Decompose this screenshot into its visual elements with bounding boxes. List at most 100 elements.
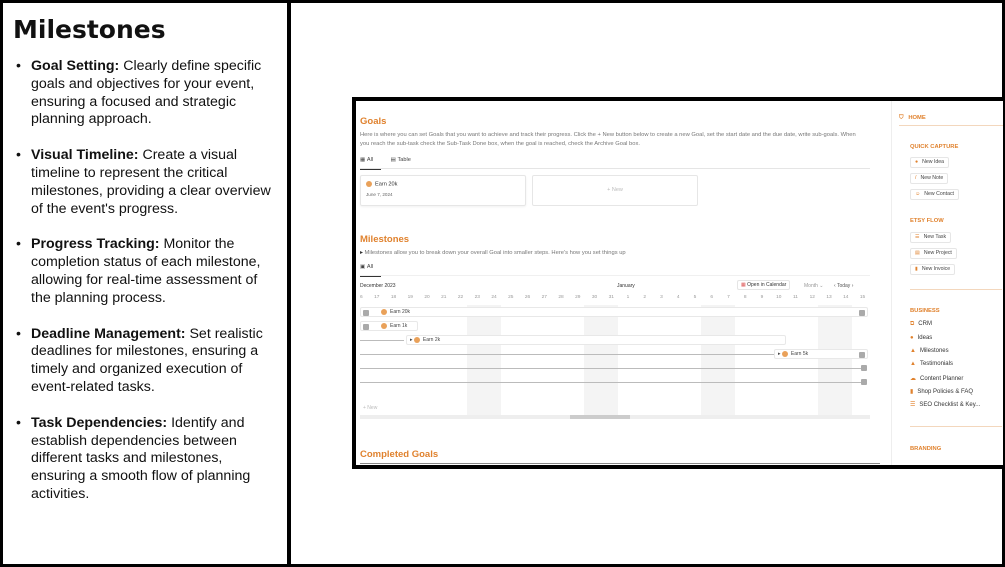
day-label: 2 [643,295,647,300]
sidebar-item-shop-policies[interactable]: ▮ Shop Policies & FAQ [910,389,974,395]
day-label: 1 [626,295,630,300]
day-label: 19 [407,295,413,300]
day-label: 14 [843,295,849,300]
lightbulb-icon: ● [910,335,914,341]
day-label: 24 [491,295,497,300]
day-label: 29 [575,295,581,300]
list-item: Goal Setting: Clearly define specific go… [13,58,277,129]
day-label: 31 [608,295,614,300]
lightbulb-icon: ● [915,159,919,165]
milestone-bar[interactable]: ▸ Earn 5k [774,349,868,359]
item-text: Create a visual timeline to represent th… [31,147,271,217]
section-quick-capture: QUICK CAPTURE [910,144,959,150]
goals-tabs: ▦ All ▤ Table [360,157,870,170]
milestone-bar[interactable]: ▸ Earn 2k [406,335,786,345]
main-content: Goals Here is where you can set Goals th… [360,101,880,465]
day-label: 18 [390,295,397,300]
project-icon: ▤ [915,250,920,256]
sidebar-item-ideas[interactable]: ● Ideas [910,335,933,341]
goal-date: June 7, 2024 [366,192,393,198]
tab-table[interactable]: ▤ Table [390,157,411,163]
book-icon: ▮ [910,389,914,395]
section-etsy-flow: ETSY FLOW [910,218,944,224]
checklist-icon: ☰ [910,402,916,408]
bookmark-icon: ⛉ [899,115,904,121]
day-label: 10 [776,295,782,300]
day-label: 15 [859,295,866,300]
day-label: 9 [760,295,764,300]
open-in-calendar-button[interactable]: ▦ Open in Calendar [737,280,791,290]
goals-heading: Goals [360,116,387,127]
day-label: 4 [676,295,680,300]
sidebar-item-content-planner[interactable]: ☁ Content Planner [910,376,964,382]
day-label: 6 [710,295,714,300]
new-contact-button[interactable]: ☺ New Contact [910,189,959,200]
horizontal-scrollbar[interactable] [360,415,870,419]
panel-title: Milestones [13,15,166,44]
month-label: December 2023 [360,283,396,289]
section-branding: BRANDING [910,446,942,452]
mountain-icon: ▲ [910,348,916,354]
list-item: Visual Timeline: Create a visual timelin… [13,147,277,218]
day-label: 20 [424,295,430,300]
sidebar-item-testimonials[interactable]: ▲ Testimonials [910,361,953,367]
milestones-toggle[interactable]: ▸ Milestones allow you to break down you… [360,250,626,256]
day-label: 8 [743,295,747,300]
feature-list: Goal Setting: Clearly define specific go… [13,58,277,504]
new-invoice-button[interactable]: ▮ New Invoice [910,264,956,275]
new-project-button[interactable]: ▤ New Project [910,248,957,259]
view-select[interactable]: Month ⌄ [804,283,824,289]
cloud-icon: ☁ [910,376,916,382]
tab-all[interactable]: ▣ All [360,264,382,277]
goals-description: Here is where you can set Goals that you… [360,132,856,147]
goal-card[interactable]: Earn 20k June 7, 2024 [360,175,526,206]
section-business: BUSINESS [910,308,940,314]
milestone-bar[interactable]: Earn 1k [360,321,418,331]
day-label: 23 [474,295,480,300]
calendar-icon: ▦ [741,282,746,288]
day-label: 7 [727,295,730,300]
feature-panel: Milestones Goal Setting: Clearly define … [3,3,287,564]
day-label: 3 [660,295,663,300]
home-link[interactable]: ⛉ HOME [899,115,926,121]
app-screenshot: Goals Here is where you can set Goals th… [352,97,1003,469]
list-item: Task Dependencies: Identify and establis… [13,415,277,504]
day-label: 25 [508,295,514,300]
day-label: 5 [693,295,697,300]
new-idea-button[interactable]: ● New Idea [910,157,950,168]
pencil-icon: / [915,175,917,181]
sidebar-item-milestones[interactable]: ▲ Milestones [910,348,949,354]
tab-all[interactable]: ▦ All [360,157,382,170]
sidebar: ⛉ HOME QUICK CAPTURE ● New Idea / New Note … [891,101,1003,465]
new-note-button[interactable]: / New Note [910,173,949,184]
sidebar-item-seo-checklist[interactable]: ☰ SEO Checklist & Key... [910,402,981,408]
milestones-heading: Milestones [360,234,410,245]
goal-title: Earn 20k [375,181,398,188]
new-goal-button[interactable]: + New [532,175,698,206]
sidebar-item-crm[interactable]: ⧉ CRM [910,321,932,327]
list-item: Progress Tracking: Monitor the completio… [13,236,277,307]
milestone-bar[interactable]: Earn 20k [360,307,868,317]
today-nav[interactable]: ‹ Today › [834,283,854,289]
item-text: Monitor the completion status of each mi… [31,236,261,306]
list-item: Deadline Management: Set realistic deadl… [13,326,277,397]
new-task-button[interactable]: ☰ New Task [910,232,952,243]
item-heading: Task Dependencies: [31,414,168,431]
completed-goals-heading: Completed Goals [360,449,439,460]
item-heading: Deadline Management: [31,325,186,342]
day-label: 21 [441,295,447,300]
new-milestone-button[interactable]: + New [363,405,378,411]
day-label: 11 [793,295,798,300]
item-heading: Goal Setting: [31,58,120,74]
day-label: 30 [591,295,598,300]
person-icon: ☺ [915,191,921,197]
invoice-icon: ▮ [915,266,918,272]
goal-icon [366,181,372,187]
thumbs-up-icon: ▲ [910,361,916,367]
day-label: 26 [524,295,531,300]
day-label: 17 [374,295,380,300]
day-label: 13 [826,295,832,300]
item-text: Clearly define specific goals and object… [31,58,262,128]
day-label: 22 [457,295,464,300]
day-label: 12 [809,295,815,300]
